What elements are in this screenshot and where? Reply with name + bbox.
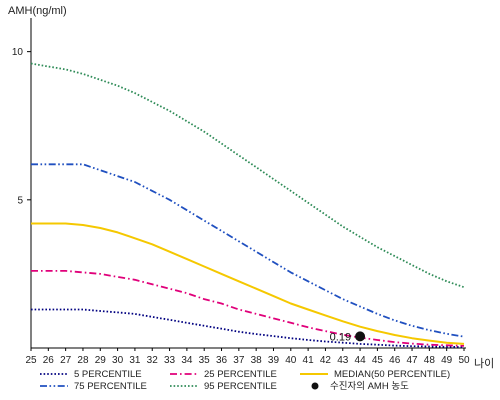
- x-tick-label: 31: [129, 355, 141, 366]
- x-tick-label: 25: [25, 355, 37, 366]
- x-tick-label: 44: [355, 355, 367, 366]
- x-tick-label: 26: [43, 355, 55, 366]
- x-tick-label: 41: [303, 355, 315, 366]
- x-tick-label: 47: [406, 355, 418, 366]
- x-tick-label: 30: [112, 355, 124, 366]
- x-tick-label: 42: [320, 355, 332, 366]
- legend-label-25-percentile: 25 PERCENTILE: [204, 369, 277, 380]
- x-tick-label: 32: [147, 355, 159, 366]
- x-tick-label: 40: [285, 355, 297, 366]
- patient-value-label: 0.19: [330, 331, 351, 343]
- x-tick-label: 27: [60, 355, 72, 366]
- x-tick-label: 35: [199, 355, 211, 366]
- series-line-5-percentile: [31, 308, 465, 348]
- x-tick-label: 37: [233, 355, 245, 366]
- patient-marker-group: 0.19: [330, 331, 366, 343]
- x-tick-label: 29: [95, 355, 107, 366]
- x-tick-label: 34: [181, 355, 193, 366]
- x-tick-label: 46: [389, 355, 401, 366]
- x-tick-label: 50: [458, 355, 470, 366]
- series-line-25-percentile: [31, 269, 465, 347]
- y-tick-label: 5: [17, 195, 23, 206]
- legend-label-5-percentile: 5 PERCENTILE: [74, 369, 142, 380]
- x-tick-label: 33: [164, 355, 176, 366]
- patient-marker: [355, 331, 366, 342]
- x-tick-label: 38: [251, 355, 263, 366]
- axes: [27, 18, 466, 351]
- x-tick-label: 45: [372, 355, 384, 366]
- x-tick-label: 48: [424, 355, 436, 366]
- x-tick-label: 36: [216, 355, 228, 366]
- legend-label-patient: 수진자의 AMH 농도: [330, 381, 409, 392]
- y-axis-title: AMH(ng/ml): [8, 5, 67, 17]
- tick-labels: 5 10 25 26 27 28 29 30 31 32 33 34 35 36 37 38 39 40 41 42 4…: [12, 47, 470, 366]
- series-line-median-50-percentile: [31, 222, 465, 345]
- series-line-75-percentile: [31, 163, 465, 338]
- y-tick-label: 10: [12, 47, 24, 58]
- legend-swatch-patient: [311, 382, 319, 390]
- legend-label-median-50-percentile: MEDIAN(50 PERCENTILE): [334, 369, 450, 380]
- legend-label-95-percentile: 95 PERCENTILE: [204, 381, 277, 392]
- x-axis-title: 나이: [474, 357, 494, 370]
- x-tick-label: 43: [337, 355, 349, 366]
- x-tick-label: 39: [268, 355, 280, 366]
- x-tick-label: 49: [441, 355, 453, 366]
- legend: 5 PERCENTILE 25 PERCENTILE MEDIAN(50 PERCE…: [40, 369, 450, 392]
- series-line-95-percentile: [30, 62, 465, 289]
- series-lines: [30, 62, 465, 348]
- x-tick-label: 28: [77, 355, 89, 366]
- legend-label-75-percentile: 75 PERCENTILE: [74, 381, 147, 392]
